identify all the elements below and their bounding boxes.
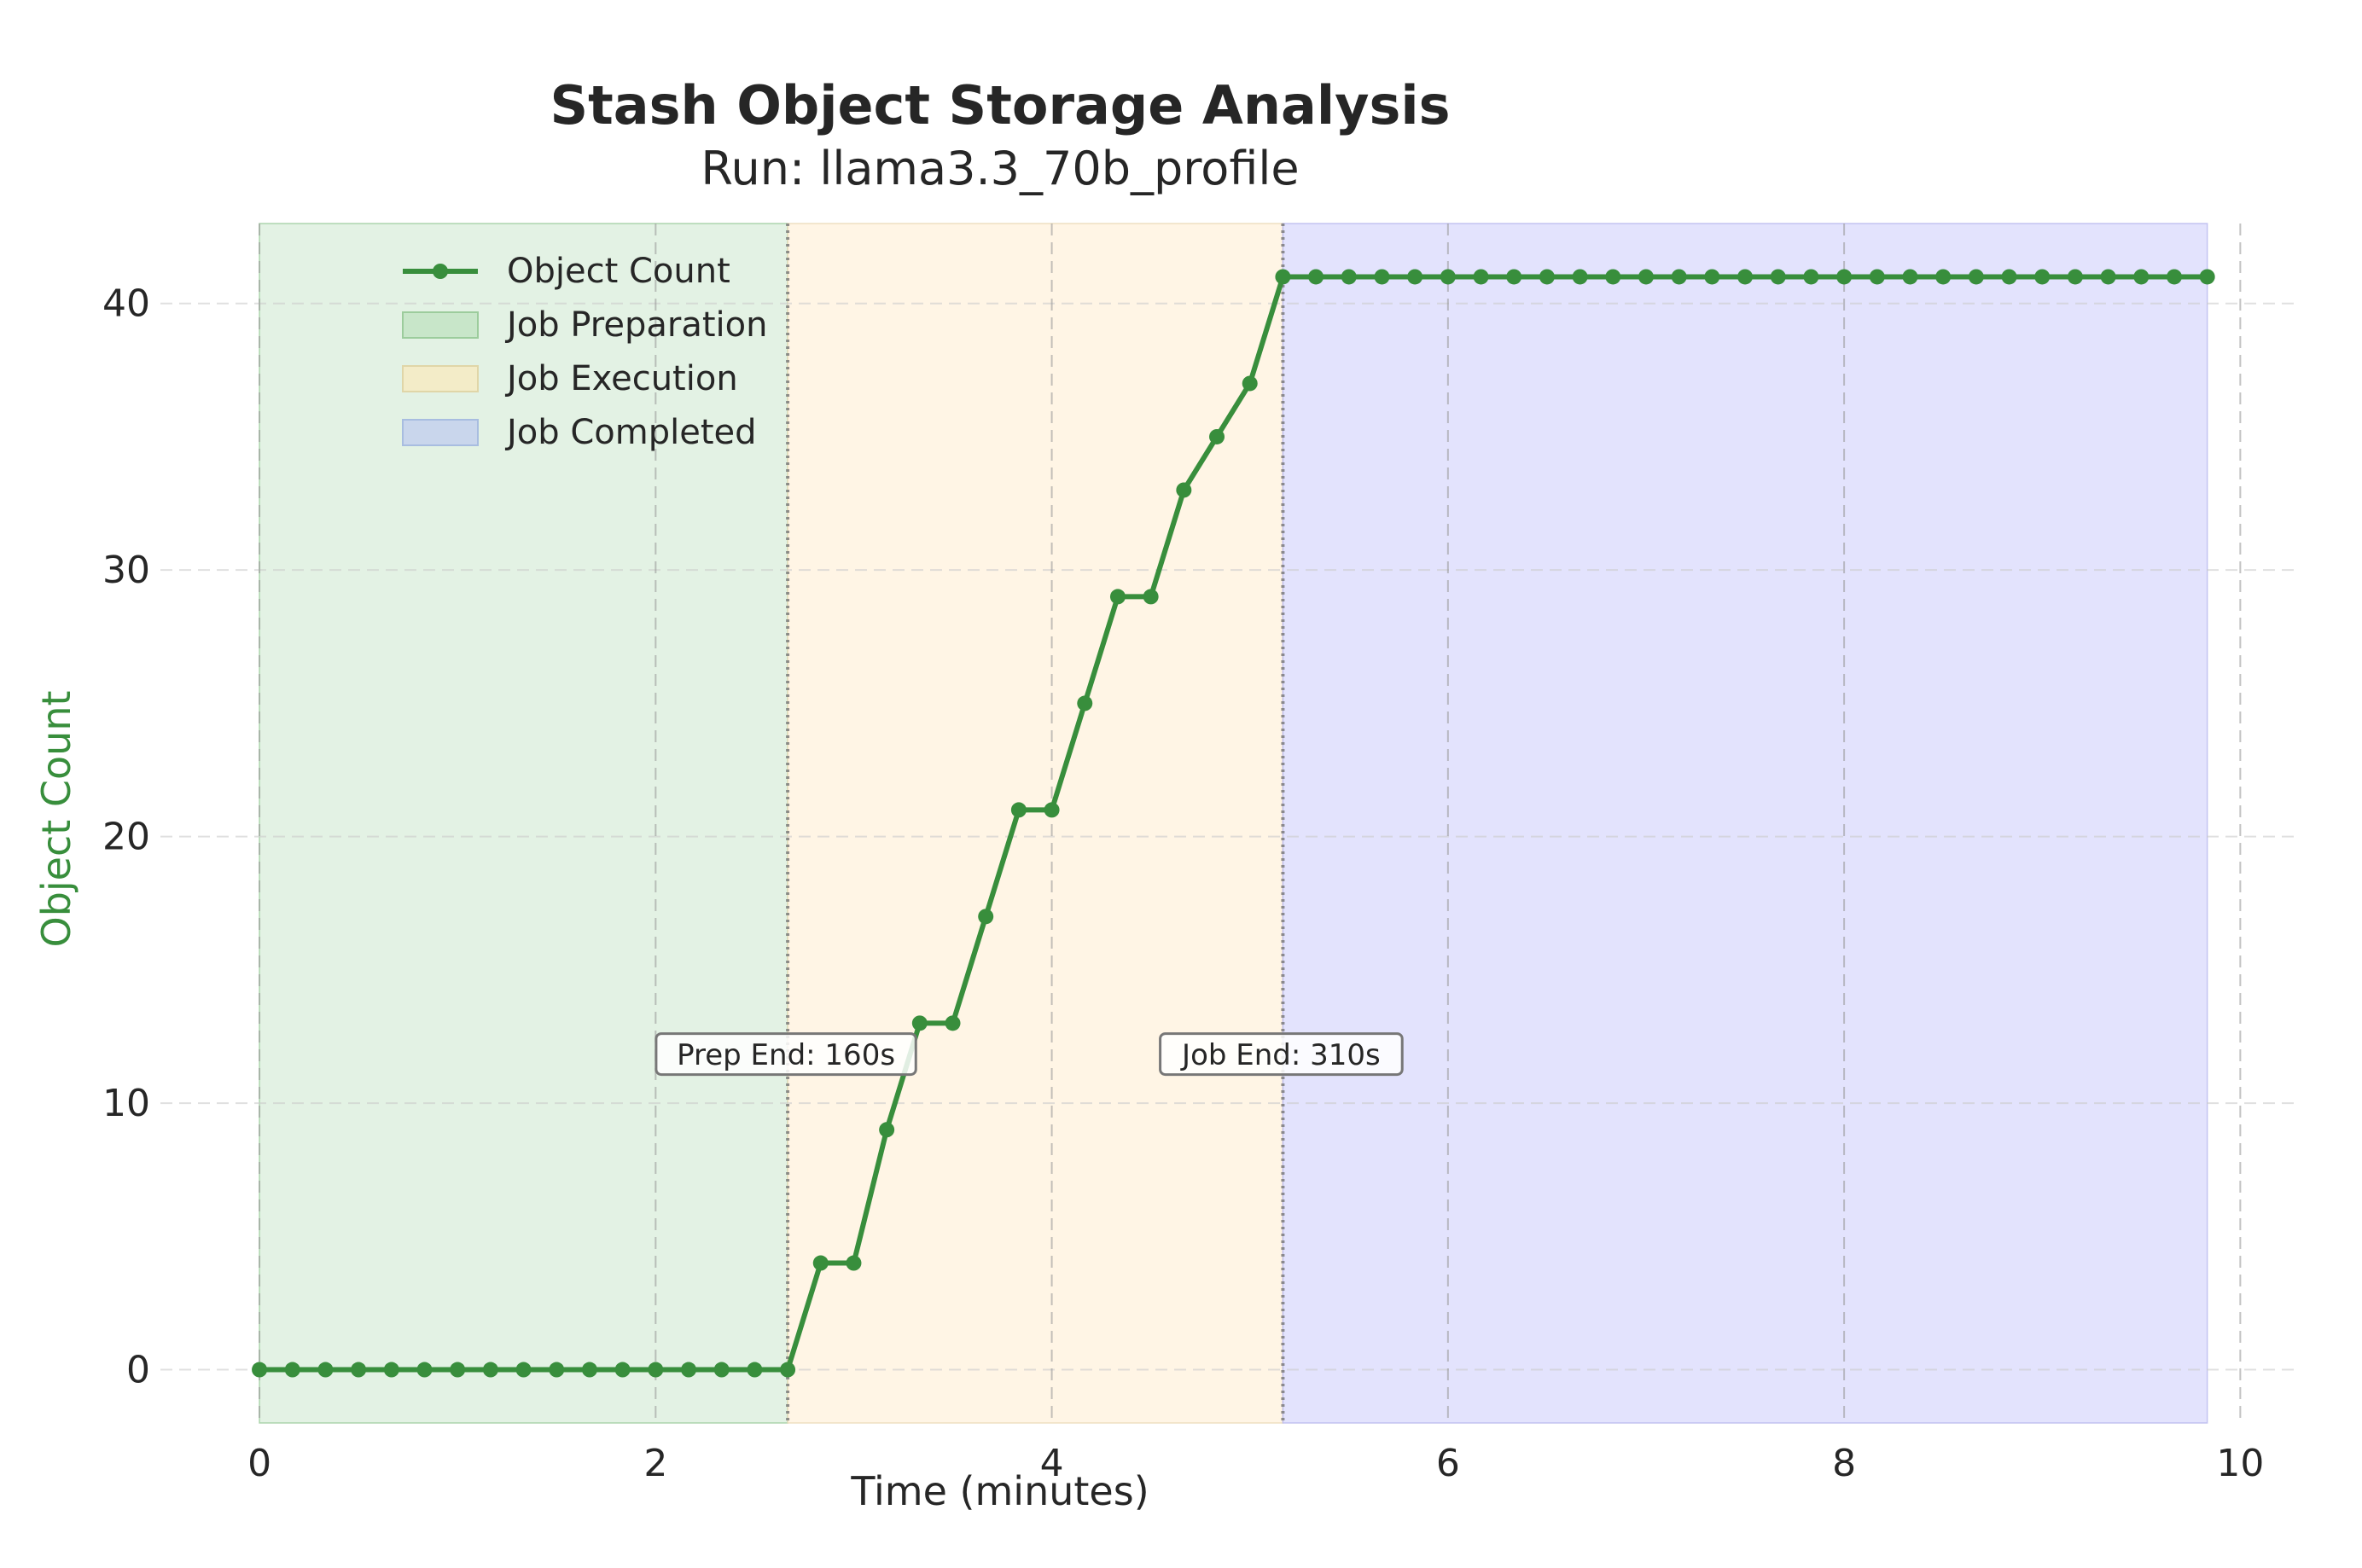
x-tick-label: 8 [1832, 1442, 1856, 1485]
data-point [2001, 269, 2017, 285]
annotations: Prep End: 160s Job End: 310s [654, 1032, 1404, 1077]
data-point [879, 1122, 895, 1138]
data-point [2199, 269, 2215, 285]
data-point [1770, 269, 1786, 285]
data-point [1902, 269, 1918, 285]
data-point [1010, 802, 1027, 818]
data-point [648, 1362, 664, 1378]
data-point [549, 1362, 565, 1378]
chart-title: Stash Object Storage Analysis [550, 74, 1450, 136]
data-point [747, 1362, 763, 1378]
grid-lines [160, 224, 2300, 1423]
data-point [383, 1362, 399, 1378]
phase-band-job-execution [787, 223, 1284, 1424]
data-point [1044, 802, 1060, 818]
data-point [2166, 269, 2182, 285]
y-tick-label: 0 [126, 1349, 150, 1392]
data-point [614, 1362, 631, 1378]
data-point [2100, 269, 2116, 285]
data-point [945, 1015, 961, 1031]
x-tick-label: 2 [643, 1442, 667, 1485]
chart-subtitle: Run: llama3.3_70b_profile [701, 142, 1299, 195]
data-point [1704, 269, 1720, 285]
tick-labels: 0 2 4 6 8 10 0 10 20 30 40 [102, 282, 2264, 1485]
data-point [1440, 269, 1456, 285]
data-point [284, 1362, 300, 1378]
data-point [978, 909, 994, 925]
phase-band-job-completed [1282, 223, 2208, 1424]
y-axis-label: Object Count [33, 690, 79, 947]
data-point [2133, 269, 2150, 285]
legend-marker [433, 264, 448, 279]
legend-label: Job Completed [504, 413, 757, 452]
y-tick-label: 30 [102, 549, 150, 592]
phase-boundary-lines [786, 224, 1285, 1423]
data-point [2067, 269, 2083, 285]
data-point [713, 1362, 730, 1378]
data-point [1209, 428, 1225, 444]
x-axis-label: Time (minutes) [850, 1468, 1149, 1514]
data-point [2034, 269, 2051, 285]
data-point [1605, 269, 1621, 285]
data-point [1242, 375, 1258, 392]
y-tick-label: 40 [102, 282, 150, 326]
data-point [515, 1362, 532, 1378]
x-tick-label: 10 [2216, 1442, 2264, 1485]
y-tick-label: 20 [102, 816, 150, 859]
y-tick-label: 10 [102, 1082, 150, 1125]
legend: Object Count Job Preparation Job Execution… [402, 252, 767, 452]
phase-band-job-preparation [259, 223, 788, 1424]
data-point [1935, 269, 1952, 285]
data-point [1374, 269, 1390, 285]
data-point [581, 1362, 597, 1378]
x-tick-label: 0 [247, 1442, 271, 1485]
data-point [1803, 269, 1819, 285]
legend-patch [402, 419, 479, 446]
annotation-label: Job End: 310s [1180, 1038, 1381, 1072]
data-point [1109, 589, 1126, 605]
data-point [1869, 269, 1885, 285]
data-point [1737, 269, 1754, 285]
series-layer [252, 269, 2215, 1378]
data-point [1341, 269, 1357, 285]
annotation-label: Prep End: 160s [677, 1038, 895, 1072]
data-point [1506, 269, 1522, 285]
annotation-box [654, 1032, 917, 1077]
x-tick-label: 4 [1040, 1442, 1064, 1485]
data-point [846, 1255, 862, 1271]
data-point [317, 1362, 334, 1378]
legend-label: Job Preparation [504, 305, 767, 345]
data-point [1275, 269, 1291, 285]
data-point [780, 1362, 796, 1378]
data-point [1077, 695, 1093, 711]
data-point [1638, 269, 1654, 285]
data-point [1143, 589, 1159, 605]
data-point [812, 1255, 829, 1271]
data-point [1572, 269, 1588, 285]
data-point [1473, 269, 1489, 285]
legend-label: Object Count [507, 252, 730, 291]
legend-label: Job Execution [504, 359, 738, 398]
data-point [1407, 269, 1423, 285]
annotation-box [1159, 1032, 1404, 1077]
phase-bands [259, 223, 2208, 1424]
data-point [911, 1015, 928, 1031]
legend-patch [402, 365, 479, 392]
data-point [351, 1362, 367, 1378]
data-point [416, 1362, 433, 1378]
data-point [1308, 269, 1324, 285]
x-tick-label: 6 [1436, 1442, 1460, 1485]
data-point [1836, 269, 1853, 285]
data-point [252, 1362, 268, 1378]
data-point [450, 1362, 466, 1378]
data-point [1539, 269, 1555, 285]
data-point [1968, 269, 1984, 285]
data-point [1176, 482, 1192, 498]
data-point [1671, 269, 1687, 285]
data-point [681, 1362, 697, 1378]
data-point [482, 1362, 498, 1378]
legend-patch [402, 311, 479, 339]
